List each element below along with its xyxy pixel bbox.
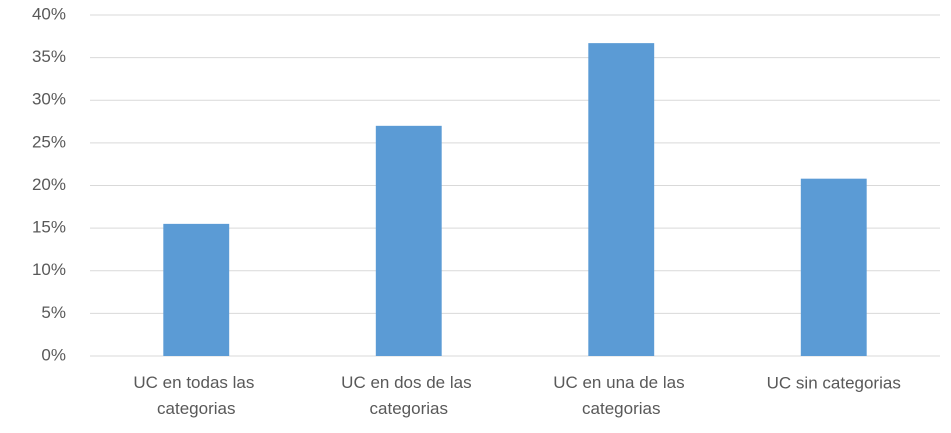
- x-tick-label: UC en todas las categorias: [133, 373, 259, 418]
- bar: [588, 43, 655, 356]
- y-tick-label: 20%: [32, 175, 66, 194]
- x-tick-label: UC en dos de las categorias: [341, 373, 476, 418]
- y-tick-label: 25%: [32, 132, 66, 151]
- y-tick-label: 5%: [41, 303, 66, 322]
- x-tick-label: UC sin categorias: [767, 373, 901, 392]
- y-tick-label: 35%: [32, 47, 66, 66]
- x-tick-label: UC en una de las categorias: [553, 373, 689, 418]
- bar: [800, 178, 867, 356]
- y-tick-label: 10%: [32, 260, 66, 279]
- y-tick-label: 0%: [41, 345, 66, 364]
- y-tick-label: 40%: [32, 4, 66, 23]
- bar: [375, 125, 442, 356]
- y-tick-label: 15%: [32, 218, 66, 237]
- bar: [163, 223, 230, 356]
- y-tick-label: 30%: [32, 90, 66, 109]
